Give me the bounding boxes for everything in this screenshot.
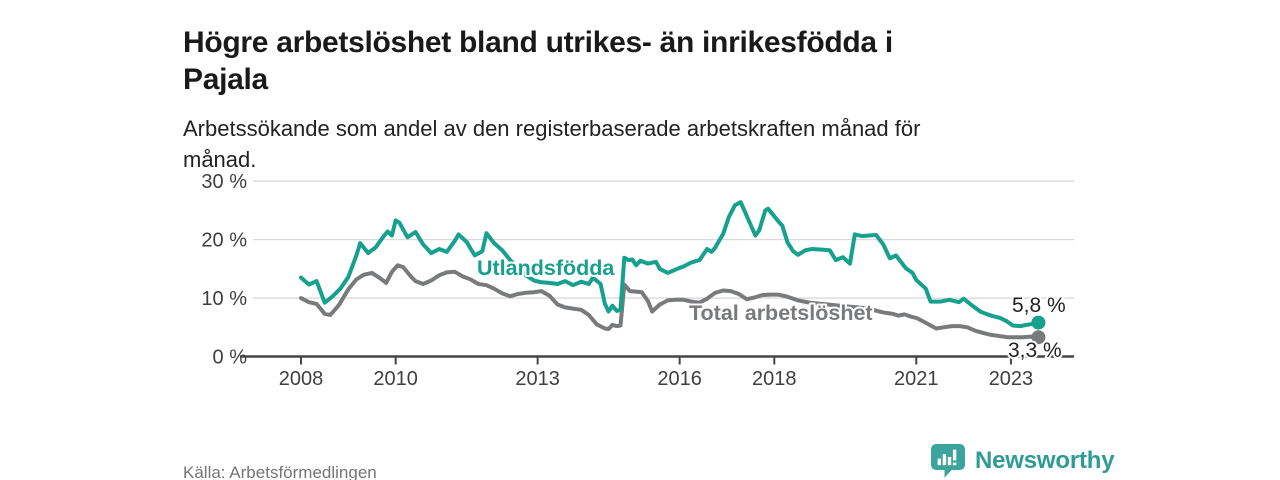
- series-label-total: Total arbetslöshet: [689, 301, 873, 325]
- x-axis-tick-label: 2018: [752, 368, 797, 390]
- line-chart: 0 % 10 % 20 % 30 % 2008 2010 2013 2016 2018 2021 2…: [201, 171, 1074, 390]
- y-axis-tick-label: 20 %: [201, 230, 247, 252]
- chart-title: Högre arbetslöshet bland utrikes- än inr…: [183, 26, 893, 97]
- chart-subtitle: Arbetssökande som andel av den registerb…: [183, 116, 921, 172]
- y-axis-tick-label: 10 %: [201, 288, 247, 310]
- series-label-utlandsfodda: Utlandsfödda: [477, 256, 615, 280]
- y-axis-tick-label: 0 %: [213, 347, 248, 369]
- series-end-dot-utlandsfodda: [1031, 315, 1046, 330]
- series-line-utlandsfodda: [299, 200, 1041, 329]
- series-end-value-total: 3,3 %: [1008, 339, 1062, 362]
- brand-name: Newsworthy: [975, 447, 1115, 474]
- x-axis-tick-label: 2023: [989, 368, 1034, 390]
- brand-logo: Newsworthy: [929, 443, 1115, 479]
- x-axis-tick-label: 2016: [657, 368, 702, 390]
- series-end-value-utlandsfodda: 5,8 %: [1012, 294, 1066, 317]
- y-axis-tick-label: 30 %: [201, 171, 247, 193]
- series-end-dot-total: [1031, 330, 1046, 345]
- series-line-total: [299, 263, 1041, 340]
- x-axis-tick-label: 2021: [894, 368, 939, 390]
- x-axis-tick-label: 2013: [515, 368, 560, 390]
- bar-chart-speech-bubble-icon: [931, 444, 965, 478]
- source-note: Källa: Arbetsförmedlingen: [183, 463, 377, 480]
- x-axis-tick-label: 2008: [279, 368, 324, 390]
- x-axis-tick-label: 2010: [373, 368, 418, 390]
